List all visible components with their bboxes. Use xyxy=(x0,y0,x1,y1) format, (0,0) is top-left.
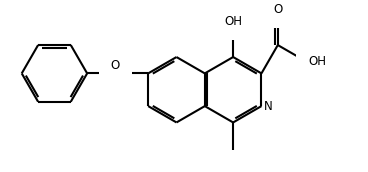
Text: O: O xyxy=(273,3,282,16)
Text: O: O xyxy=(111,59,120,72)
Text: N: N xyxy=(263,100,272,113)
Text: OH: OH xyxy=(224,15,242,28)
Text: OH: OH xyxy=(308,55,326,68)
